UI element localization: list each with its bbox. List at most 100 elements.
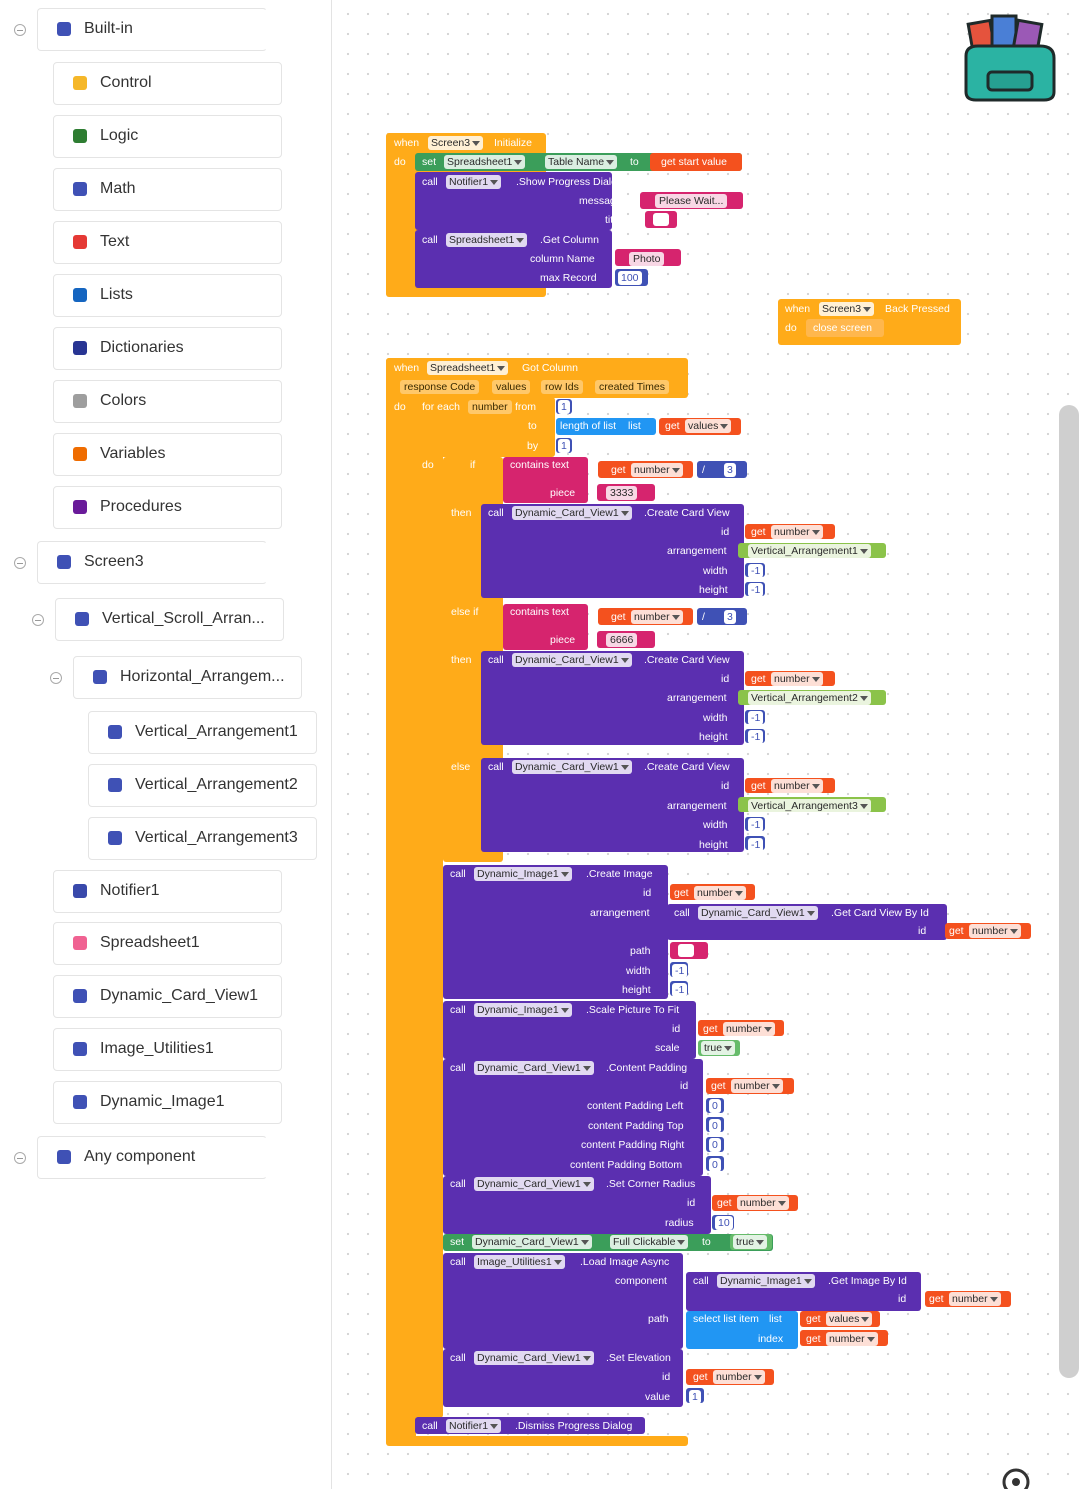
backpack[interactable] bbox=[958, 12, 1062, 106]
collapse-toggle[interactable] bbox=[14, 1152, 26, 1164]
dropdown-field[interactable]: Vertical_Arrangement1 bbox=[748, 544, 871, 558]
dropdown-field[interactable]: Dynamic_Card_View1 bbox=[512, 653, 632, 667]
palette-item[interactable] bbox=[88, 817, 317, 860]
code-block[interactable] bbox=[503, 604, 588, 650]
dropdown-field[interactable]: Dynamic_Image1 bbox=[474, 867, 572, 881]
dropdown-field[interactable]: Dynamic_Card_View1 bbox=[474, 1177, 594, 1191]
code-block[interactable] bbox=[556, 418, 656, 435]
dropdown-field[interactable]: number bbox=[949, 1292, 1001, 1306]
palette-item[interactable] bbox=[53, 433, 282, 476]
dropdown-field[interactable]: Screen3 bbox=[819, 302, 875, 316]
dropdown-field[interactable]: true bbox=[701, 1041, 736, 1055]
palette-item[interactable] bbox=[37, 541, 267, 584]
block-label: max Record bbox=[540, 272, 597, 284]
palette-item[interactable] bbox=[53, 486, 282, 529]
block-label: id bbox=[680, 1080, 689, 1092]
dropdown-field[interactable]: number bbox=[969, 924, 1021, 938]
block-label: call bbox=[488, 761, 504, 773]
dropdown-field[interactable]: values bbox=[685, 419, 732, 433]
dropdown-field[interactable]: Vertical_Arrangement2 bbox=[748, 691, 871, 705]
scrollbar[interactable] bbox=[1059, 405, 1079, 1378]
parameter: number bbox=[468, 400, 512, 414]
dropdown-field[interactable]: true bbox=[733, 1235, 768, 1249]
number-field: -1 bbox=[748, 818, 764, 832]
code-block[interactable] bbox=[503, 457, 588, 503]
palette-item[interactable] bbox=[53, 1081, 282, 1124]
string-field: 3333 bbox=[606, 486, 638, 500]
palette-item[interactable] bbox=[53, 1028, 282, 1071]
dropdown-field[interactable]: Dynamic_Image1 bbox=[717, 1274, 815, 1288]
dropdown-field[interactable]: Dynamic_Card_View1 bbox=[474, 1061, 594, 1075]
palette-item[interactable] bbox=[53, 380, 282, 423]
dropdown-field[interactable]: Dynamic_Card_View1 bbox=[698, 906, 818, 920]
dropdown-field[interactable]: number bbox=[731, 1079, 783, 1093]
block-label: get bbox=[751, 526, 766, 538]
dropdown-field[interactable]: Dynamic_Card_View1 bbox=[512, 506, 632, 520]
recenter-button[interactable] bbox=[998, 1468, 1034, 1489]
palette-item[interactable] bbox=[88, 764, 317, 807]
collapse-toggle[interactable] bbox=[14, 557, 26, 569]
code-block[interactable] bbox=[443, 1253, 683, 1349]
code-block[interactable] bbox=[386, 358, 416, 1445]
palette-item[interactable] bbox=[53, 327, 282, 370]
dropdown-field[interactable]: Notifier1 bbox=[446, 175, 502, 189]
palette-item[interactable] bbox=[73, 656, 302, 699]
palette-item[interactable] bbox=[53, 168, 282, 211]
dropdown-field[interactable]: Vertical_Arrangement3 bbox=[748, 799, 871, 813]
dropdown-field[interactable]: Image_Utilities1 bbox=[474, 1255, 565, 1269]
dropdown-field[interactable]: number bbox=[713, 1370, 765, 1384]
block-label: piece bbox=[550, 634, 576, 646]
palette-item[interactable] bbox=[53, 922, 282, 965]
code-block[interactable] bbox=[806, 319, 884, 337]
block-label: get bbox=[751, 780, 766, 792]
blocks-workspace: when Screen3 Initialize do set Spreadsheet1 Ta… bbox=[332, 0, 1080, 1489]
block-label: call bbox=[450, 1352, 466, 1364]
dropdown-field[interactable]: Full Clickable bbox=[610, 1235, 689, 1249]
block-label: else bbox=[451, 761, 471, 773]
palette-item[interactable] bbox=[53, 115, 282, 158]
code-block[interactable] bbox=[678, 944, 694, 957]
code-block[interactable] bbox=[415, 397, 443, 1418]
palette-item[interactable] bbox=[55, 598, 284, 641]
dropdown-field[interactable]: number bbox=[771, 672, 823, 686]
collapse-toggle[interactable] bbox=[14, 24, 26, 36]
collapse-toggle[interactable] bbox=[50, 672, 62, 684]
code-block[interactable] bbox=[653, 213, 669, 226]
palette-item[interactable] bbox=[37, 1136, 267, 1179]
dropdown-field[interactable]: Spreadsheet1 bbox=[427, 361, 509, 375]
code-block[interactable] bbox=[686, 1311, 798, 1349]
block-label: path bbox=[648, 1313, 669, 1325]
dropdown-field[interactable]: number bbox=[737, 1196, 789, 1210]
dropdown-field[interactable]: Spreadsheet1 bbox=[444, 155, 526, 169]
dropdown-field[interactable]: number bbox=[694, 886, 746, 900]
dropdown-field[interactable]: Spreadsheet1 bbox=[446, 233, 528, 247]
dropdown-field[interactable]: Screen3 bbox=[428, 136, 484, 150]
palette-item[interactable] bbox=[53, 221, 282, 264]
dropdown-field[interactable]: number bbox=[771, 779, 823, 793]
palette-item[interactable] bbox=[53, 62, 282, 105]
collapse-toggle[interactable] bbox=[32, 614, 44, 626]
code-block[interactable] bbox=[443, 1059, 703, 1176]
palette-item[interactable] bbox=[53, 870, 282, 913]
dropdown-field[interactable]: Table Name bbox=[545, 155, 618, 169]
number-field: 0 bbox=[709, 1138, 721, 1152]
palette-item[interactable] bbox=[88, 711, 317, 754]
dropdown-field[interactable]: Dynamic_Image1 bbox=[474, 1003, 572, 1017]
code-block[interactable] bbox=[650, 153, 742, 171]
dropdown-field[interactable]: number bbox=[631, 610, 683, 624]
dropdown-field[interactable]: number bbox=[631, 463, 683, 477]
dropdown-field[interactable]: Dynamic_Card_View1 bbox=[472, 1235, 592, 1249]
dropdown-field[interactable]: values bbox=[826, 1312, 873, 1326]
dropdown-field[interactable]: Dynamic_Card_View1 bbox=[474, 1351, 594, 1365]
dropdown-field[interactable]: Notifier1 bbox=[446, 1419, 502, 1433]
code-block[interactable] bbox=[443, 865, 668, 999]
palette-item[interactable] bbox=[37, 8, 267, 51]
dropdown-field[interactable]: Dynamic_Card_View1 bbox=[512, 760, 632, 774]
palette-item[interactable] bbox=[53, 975, 282, 1018]
dropdown-field[interactable]: number bbox=[723, 1022, 775, 1036]
block-label: width bbox=[703, 565, 728, 577]
dropdown-field[interactable]: number bbox=[771, 525, 823, 539]
code-block[interactable] bbox=[386, 1436, 688, 1446]
palette-item[interactable] bbox=[53, 274, 282, 317]
dropdown-field[interactable]: number bbox=[826, 1332, 878, 1346]
